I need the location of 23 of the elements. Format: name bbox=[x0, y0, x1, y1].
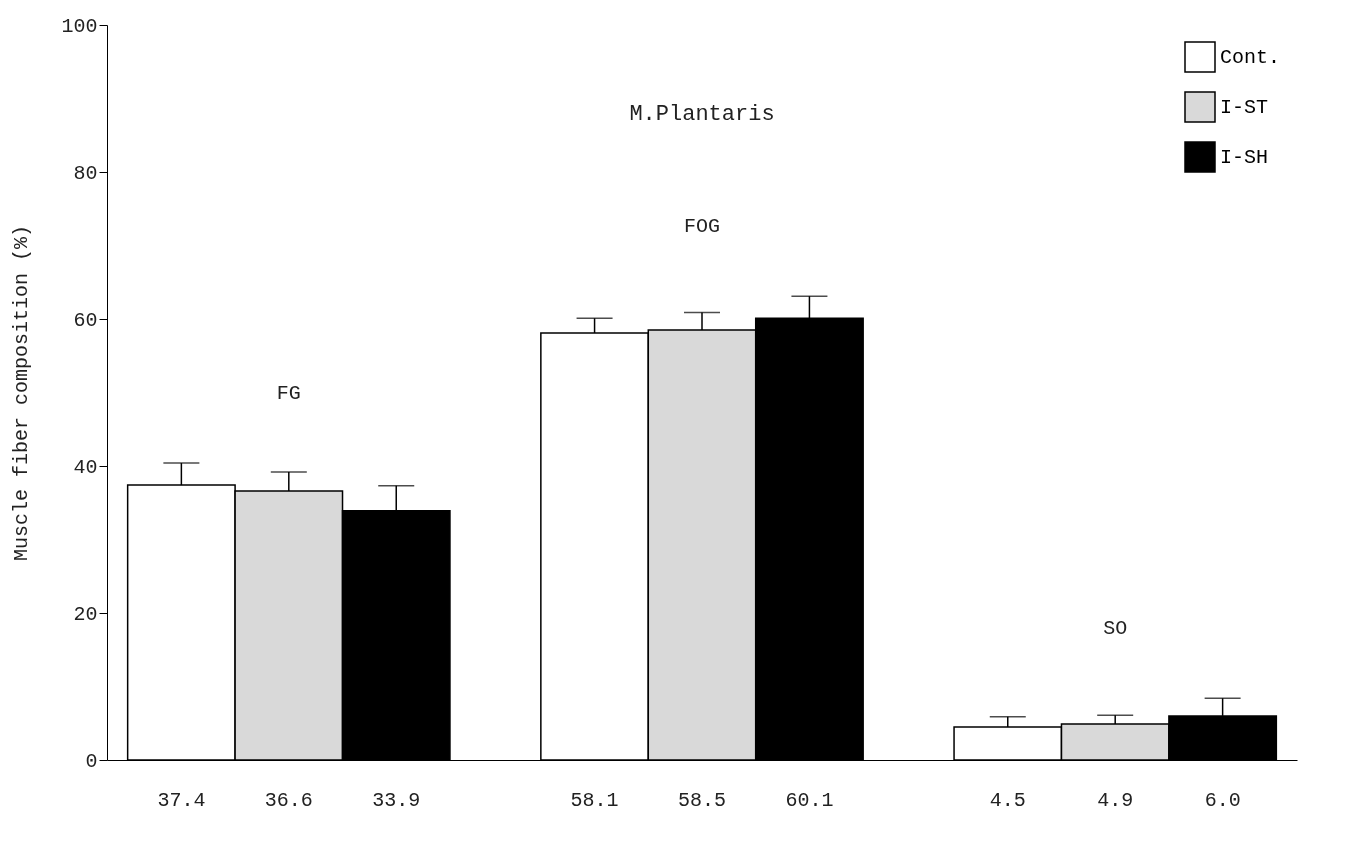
y-tick-label: 100 bbox=[61, 14, 98, 38]
y-axis-title: Muscle fiber composition (%) bbox=[10, 224, 34, 562]
data-label: 36.6 bbox=[264, 789, 313, 812]
x-tick-label: SO bbox=[1103, 617, 1128, 641]
x-tick-label: FOG bbox=[683, 215, 721, 239]
y-tick-label: 0 bbox=[85, 749, 98, 773]
legend-label: Cont. bbox=[1220, 46, 1281, 69]
data-label: 4.9 bbox=[1097, 789, 1134, 812]
data-label: 4.5 bbox=[989, 789, 1026, 812]
data-label: 37.4 bbox=[157, 789, 206, 812]
data-label: 6.0 bbox=[1204, 789, 1241, 812]
data-label: 60.1 bbox=[785, 789, 834, 812]
y-tick-label: 80 bbox=[73, 161, 98, 185]
y-tick-label: 40 bbox=[73, 455, 98, 479]
data-label: 58.5 bbox=[677, 789, 727, 812]
data-label: 58.1 bbox=[570, 789, 619, 812]
y-tick-label: 20 bbox=[73, 602, 98, 626]
y-tick-label: 60 bbox=[73, 308, 98, 332]
text: M.Plantaris bbox=[629, 102, 775, 127]
legend-label: I-SH bbox=[1220, 146, 1269, 169]
legend-label: I-ST bbox=[1220, 96, 1269, 119]
x-tick-label: FG bbox=[276, 382, 301, 406]
data-label: 33.9 bbox=[372, 789, 421, 812]
